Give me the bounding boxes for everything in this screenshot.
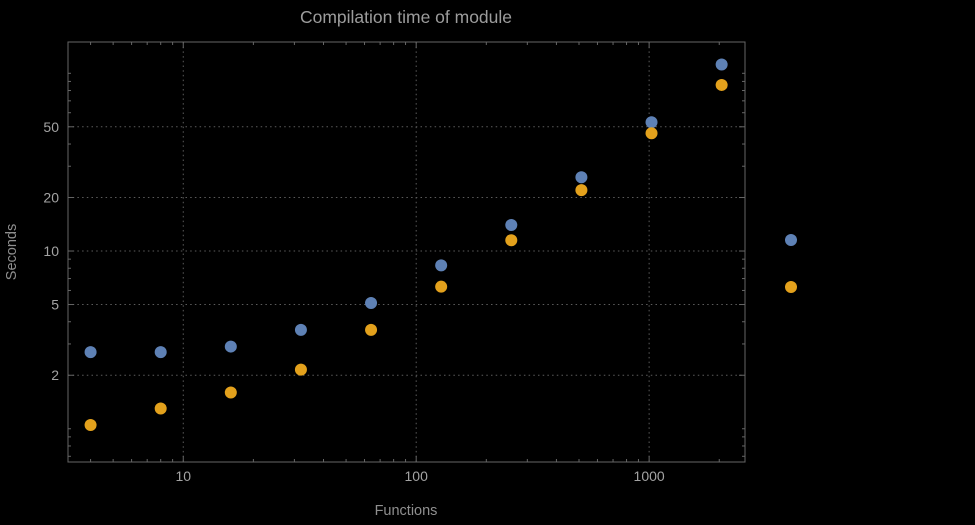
x-axis-label: Functions [375, 503, 438, 519]
data-point-series-1 [435, 259, 448, 272]
chart-title: Compilation time of module [300, 7, 512, 27]
data-point-series-2 [224, 386, 237, 399]
tick-label-layer: 10 100 1000 2 5 10 20 50 [43, 119, 664, 484]
y-tick-label: 2 [51, 367, 59, 383]
tick-layer [68, 42, 745, 462]
data-point-series-1 [715, 58, 728, 71]
data-point-series-1 [645, 116, 658, 129]
legend-marker-series-2 [785, 281, 797, 293]
data-point-series-1 [84, 346, 97, 359]
grid-layer [68, 42, 745, 462]
data-point-series-2 [645, 127, 658, 140]
y-tick-label: 50 [43, 119, 59, 135]
data-point-series-1 [575, 171, 588, 184]
y-tick-label: 20 [43, 190, 59, 206]
legend-marker-series-1 [785, 234, 797, 246]
data-point-series-2 [154, 402, 167, 415]
y-tick-label: 10 [43, 243, 59, 259]
x-tick-label: 100 [405, 468, 429, 484]
points-layer [84, 58, 728, 431]
x-tick-label: 1000 [634, 468, 665, 484]
legend [785, 234, 797, 293]
data-point-series-2 [575, 184, 588, 197]
data-point-series-2 [294, 363, 307, 376]
plot-frame [67, 41, 746, 463]
data-point-series-2 [505, 234, 518, 247]
y-axis-label: Seconds [4, 224, 20, 280]
data-point-series-2 [365, 323, 378, 336]
data-point-series-1 [505, 219, 518, 232]
data-point-series-2 [84, 418, 97, 431]
y-tick-label: 5 [51, 297, 59, 313]
data-point-series-1 [294, 323, 307, 336]
data-point-series-1 [224, 340, 237, 353]
data-point-series-2 [435, 280, 448, 293]
data-point-series-2 [715, 78, 728, 91]
data-point-series-1 [154, 346, 167, 359]
x-tick-label: 10 [175, 468, 191, 484]
data-point-series-1 [365, 296, 378, 309]
